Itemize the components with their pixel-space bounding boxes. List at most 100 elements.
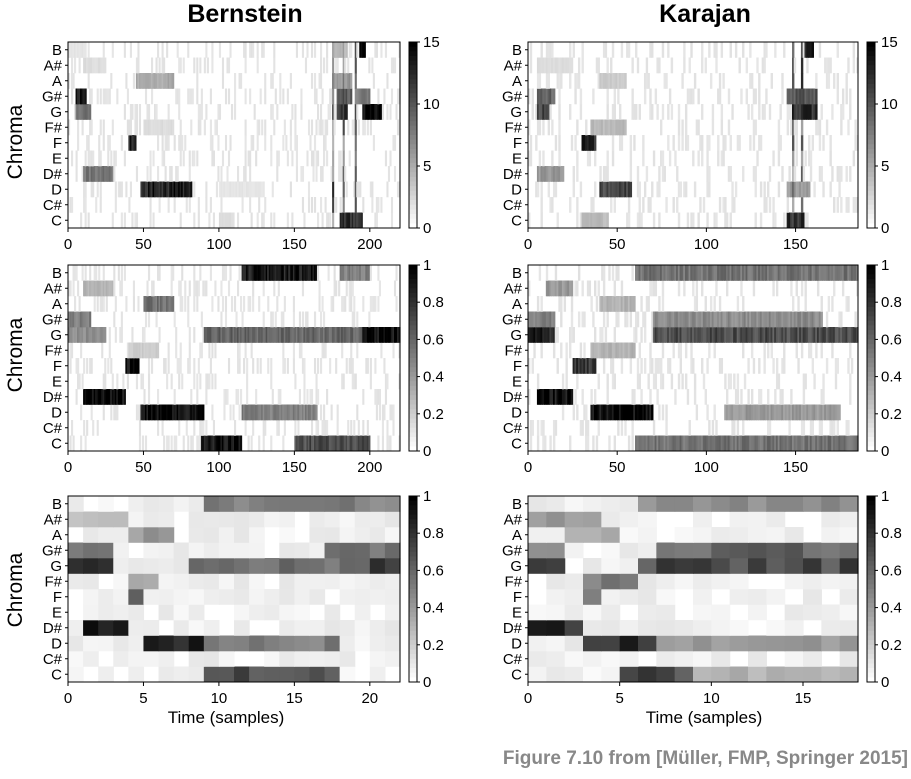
heatmap-cell xyxy=(813,181,816,198)
heatmap-cell xyxy=(816,280,820,297)
colorbar-segment xyxy=(409,302,417,308)
heatmap-cell xyxy=(203,496,220,512)
heatmap-cell xyxy=(241,265,244,281)
heatmap-cell xyxy=(704,296,707,312)
heatmap-cell xyxy=(137,42,140,58)
heatmap-cell xyxy=(804,296,807,312)
heatmap-cell xyxy=(270,135,273,151)
heatmap-cell xyxy=(268,327,271,343)
heatmap-cell xyxy=(788,166,791,182)
heatmap-cell xyxy=(754,265,757,281)
heatmap-cell xyxy=(574,88,577,105)
heatmap-cell xyxy=(342,57,345,74)
colorbar-segment xyxy=(409,437,417,443)
heatmap-cell xyxy=(570,280,574,297)
y-tick-label: B xyxy=(512,496,522,513)
heatmap-cell xyxy=(529,311,533,328)
heatmap-cell xyxy=(654,265,658,281)
colorbar-segment xyxy=(409,79,417,85)
heatmap-cell xyxy=(763,197,766,213)
heatmap-cell xyxy=(790,88,793,105)
heatmap-cell xyxy=(84,181,87,198)
heatmap-cell xyxy=(229,327,232,343)
heatmap-cell xyxy=(203,119,206,136)
heatmap-cell xyxy=(173,311,176,328)
heatmap-cell xyxy=(540,88,543,105)
heatmap-cell xyxy=(108,135,111,151)
heatmap-cell xyxy=(259,88,262,105)
heatmap-cell xyxy=(146,296,149,312)
heatmap-cell xyxy=(289,265,292,281)
heatmap-cell xyxy=(645,73,649,89)
colorbar-segment xyxy=(867,496,875,502)
heatmap-cell xyxy=(542,57,545,74)
heatmap-cell xyxy=(538,265,542,281)
heatmap-cell xyxy=(111,373,114,390)
heatmap-cell xyxy=(170,73,173,89)
heatmap-cell xyxy=(652,212,656,229)
heatmap-cell xyxy=(240,327,243,343)
heatmap-cell xyxy=(643,358,647,374)
heatmap-cell xyxy=(95,166,98,182)
heatmap-cell xyxy=(234,666,250,683)
heatmap-cell xyxy=(667,265,670,281)
heatmap-cell xyxy=(249,265,252,281)
heatmap-cell xyxy=(834,327,838,343)
heatmap-cell xyxy=(374,327,377,343)
heatmap-cell xyxy=(326,389,329,405)
heatmap-cell xyxy=(276,296,279,312)
heatmap-cell xyxy=(574,358,577,374)
heatmap-cell xyxy=(690,212,693,229)
heatmap-cell xyxy=(784,558,804,574)
heatmap-cell xyxy=(339,150,342,167)
heatmap-cell xyxy=(143,635,160,652)
heatmap-cell xyxy=(365,104,368,120)
y-tick-label: G# xyxy=(502,88,523,105)
heatmap-cell xyxy=(765,88,768,105)
colorbar-segment xyxy=(867,274,875,280)
heatmap-cell xyxy=(606,88,609,105)
heatmap-cell xyxy=(681,73,684,89)
heatmap-cell xyxy=(155,342,158,359)
heatmap-cell xyxy=(811,88,815,105)
heatmap-cell xyxy=(677,265,681,281)
heatmap-cell xyxy=(253,181,256,198)
heatmap-cell xyxy=(135,166,139,182)
heatmap-cell xyxy=(711,635,731,652)
heatmap-cell xyxy=(661,42,665,58)
heatmap-cell xyxy=(83,542,99,559)
heatmap-cell xyxy=(309,496,326,512)
heatmap-cell xyxy=(840,197,843,213)
heatmap-cell xyxy=(724,327,727,343)
heatmap-cell xyxy=(80,88,83,105)
heatmap-cell xyxy=(538,88,542,105)
heatmap-cell xyxy=(199,57,202,74)
heatmap-cell xyxy=(711,327,715,343)
heatmap-cell xyxy=(386,327,389,343)
heatmap-cell xyxy=(383,327,386,343)
heatmap-cell xyxy=(226,327,229,343)
heatmap-cell xyxy=(301,280,305,297)
heatmap-cell xyxy=(775,435,779,452)
heatmap-cell xyxy=(774,389,777,405)
heatmap-cell xyxy=(761,57,765,74)
heatmap-cell xyxy=(549,88,552,105)
heatmap-cell xyxy=(307,435,311,452)
heatmap-cell xyxy=(218,511,235,528)
heatmap-cell xyxy=(695,296,699,312)
heatmap-cell xyxy=(338,150,341,167)
heatmap-cell xyxy=(107,389,110,405)
heatmap-cell xyxy=(845,420,848,436)
heatmap-cell xyxy=(155,296,158,312)
heatmap-cell xyxy=(683,57,686,74)
heatmap-cell xyxy=(613,373,617,390)
colorbar-segment xyxy=(409,172,417,178)
heatmap-cell xyxy=(558,57,561,74)
heatmap-cell xyxy=(98,327,101,343)
heatmap-cell xyxy=(564,496,584,512)
heatmap-cell xyxy=(833,280,836,297)
heatmap-cell xyxy=(141,373,145,390)
heatmap-cell xyxy=(218,104,222,120)
heatmap-cell xyxy=(569,42,572,58)
heatmap-cell xyxy=(68,666,84,683)
